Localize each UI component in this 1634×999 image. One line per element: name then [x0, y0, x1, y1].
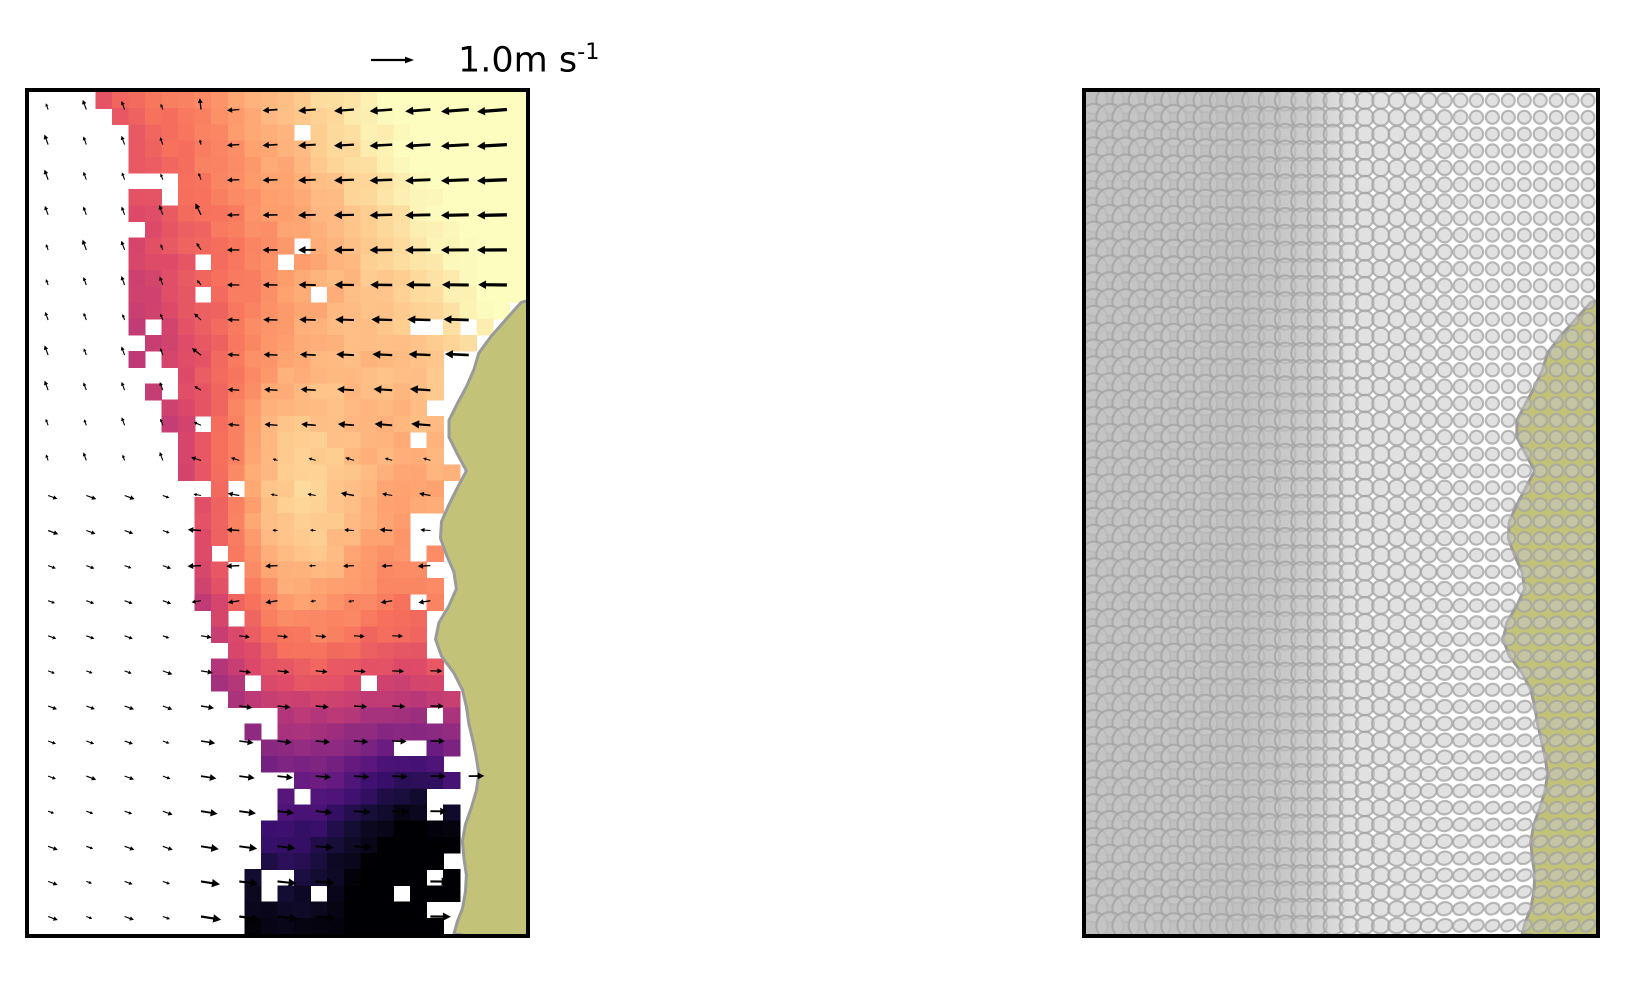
quiver-key: 1.0m s-1	[370, 38, 599, 82]
quiver-key-arrow-icon	[371, 56, 414, 64]
quiver-key-label: 1.0m s-1	[458, 41, 599, 79]
ellipse-field-plot	[1086, 92, 1596, 934]
panel-right-inner	[1086, 92, 1596, 934]
panel-left-inner	[29, 92, 526, 934]
velocity-field-plot	[43, 92, 526, 934]
quiver-key-exponent: -1	[577, 39, 600, 66]
panel-velocity-magnitude[interactable]	[25, 88, 530, 938]
panel-variance-ellipses[interactable]	[1082, 88, 1600, 938]
quiver-key-magnitude-units: 1.0m s	[458, 40, 578, 81]
